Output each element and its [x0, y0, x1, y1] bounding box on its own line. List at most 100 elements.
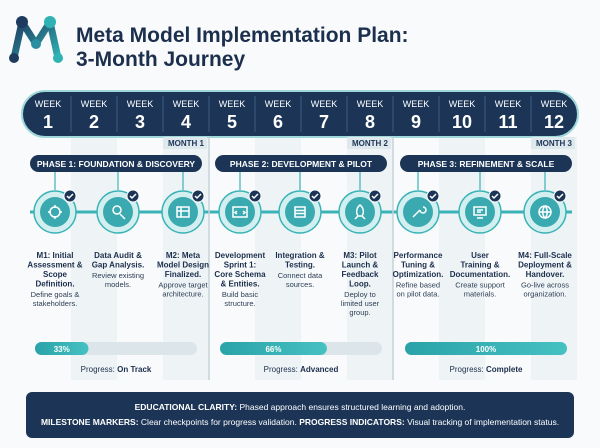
week-column	[347, 137, 393, 380]
progress-label: 100%	[476, 345, 496, 354]
milestone-title: Tuning &	[401, 261, 435, 270]
milestone-description: materials.	[464, 290, 497, 299]
milestone-icon	[232, 206, 248, 218]
week-number: 12	[544, 112, 564, 132]
check-mark	[251, 193, 259, 200]
milestone-description: Approve target	[158, 281, 208, 290]
week-column	[25, 137, 71, 380]
progress-fill	[405, 342, 567, 355]
check-mark	[429, 193, 437, 200]
milestone-description: Review existing	[92, 271, 144, 280]
milestone-description: Go-live across	[521, 281, 569, 290]
status-value: Advanced	[300, 365, 338, 374]
milestone-title: Performance	[394, 251, 443, 260]
milestone-icon	[176, 206, 190, 218]
milestone-title: Scope	[43, 270, 68, 279]
milestone-circle	[285, 197, 315, 227]
milestone-circle	[168, 197, 198, 227]
week-label: WEEK	[127, 99, 154, 109]
milestone-title: Optimization.	[393, 270, 444, 279]
footer-line: EDUCATIONAL CLARITY: Phased approach ens…	[135, 402, 466, 412]
footer-key: PROGRESS INDICATORS:	[299, 417, 405, 427]
milestone-description: limited user	[341, 299, 380, 308]
month-label: MONTH 3	[536, 139, 573, 148]
milestone-description: Define goals &	[31, 290, 80, 299]
check-mark	[66, 193, 74, 200]
phase-title: PHASE 1: FOUNDATION & DISCOVERY	[37, 159, 196, 169]
milestone-icon	[473, 206, 487, 219]
month-tag	[347, 137, 391, 149]
milestone-description: Build basic	[222, 290, 259, 299]
milestone-title: M3: Pilot	[343, 251, 377, 260]
footer-key: MILESTONE MARKERS:	[41, 417, 139, 427]
check-mark	[194, 193, 202, 200]
footer-line: MILESTONE MARKERS: Clear checkpoints for…	[41, 417, 559, 427]
status-value: On Track	[117, 365, 152, 374]
milestone-description: architecture.	[162, 290, 203, 299]
footer-text: Phased approach ensures structured learn…	[239, 402, 465, 412]
week-number: 9	[411, 112, 421, 132]
month-tag	[531, 137, 575, 149]
phase-header	[215, 155, 387, 172]
title-line: 3-Month Journey	[76, 48, 245, 71]
milestone-title: Assessment &	[27, 261, 82, 270]
week-label: WEEK	[449, 99, 476, 109]
week-column	[439, 137, 485, 380]
week-label: WEEK	[81, 99, 108, 109]
milestone-icon	[112, 205, 126, 220]
milestone-description: Create support	[455, 281, 506, 290]
week-number: 2	[89, 112, 99, 132]
milestone-title: User	[471, 251, 489, 260]
milestone-title: M1: Initial	[37, 251, 74, 260]
progress-status: Progress: On Track	[81, 365, 152, 374]
week-columns	[25, 137, 577, 380]
week-column	[117, 137, 163, 380]
milestone-title: M2: Meta	[166, 251, 201, 260]
month-label: MONTH 1	[168, 139, 205, 148]
progress-label: 33%	[54, 345, 70, 354]
week-label: WEEK	[219, 99, 246, 109]
milestone-circle	[345, 197, 375, 227]
milestone-title: Core Schema	[214, 270, 266, 279]
milestone-description: models.	[105, 280, 131, 289]
check-mark	[371, 193, 379, 200]
week-number: 11	[498, 112, 517, 132]
milestone-icon	[354, 204, 366, 220]
milestone-circle	[103, 197, 133, 227]
milestone-description: sources.	[286, 280, 314, 289]
week-number: 1	[43, 112, 53, 132]
week-column	[531, 137, 577, 380]
progress-status: Progress: Advanced	[264, 365, 339, 374]
week-column	[393, 137, 439, 380]
phase-header	[30, 155, 202, 172]
milestone-circle	[225, 197, 255, 227]
milestone-title: Sprint 1:	[224, 261, 256, 270]
milestone-title: Gap Analysis.	[92, 261, 145, 270]
week-column	[71, 137, 117, 380]
logo	[9, 16, 63, 63]
milestone-title: Handover.	[526, 270, 565, 279]
week-label: WEEK	[265, 99, 292, 109]
footer-box	[26, 392, 574, 438]
milestone-title: Launch &	[342, 261, 379, 270]
milestone-title: Development	[215, 251, 266, 260]
month-tag	[163, 137, 207, 149]
title-line: Meta Model Implementation Plan:	[76, 24, 409, 47]
milestone-circle	[40, 197, 70, 227]
milestone-title: Testing.	[285, 261, 315, 270]
milestone-title: & Entities.	[220, 280, 259, 289]
milestone-description: group.	[349, 308, 370, 317]
week-label: WEEK	[403, 99, 430, 109]
week-label: WEEK	[541, 99, 568, 109]
milestone-icon	[538, 205, 552, 220]
progress-label: 66%	[265, 345, 281, 354]
milestone-description: on pilot data.	[397, 290, 440, 299]
milestone-title: Training &	[460, 261, 499, 270]
week-column	[209, 137, 255, 380]
footer-text: Clear checkpoints for progress validatio…	[141, 417, 297, 427]
week-label: WEEK	[311, 99, 338, 109]
milestone-title: Integration &	[275, 251, 325, 260]
milestone-title: Deployment &	[518, 261, 572, 270]
week-column	[255, 137, 301, 380]
